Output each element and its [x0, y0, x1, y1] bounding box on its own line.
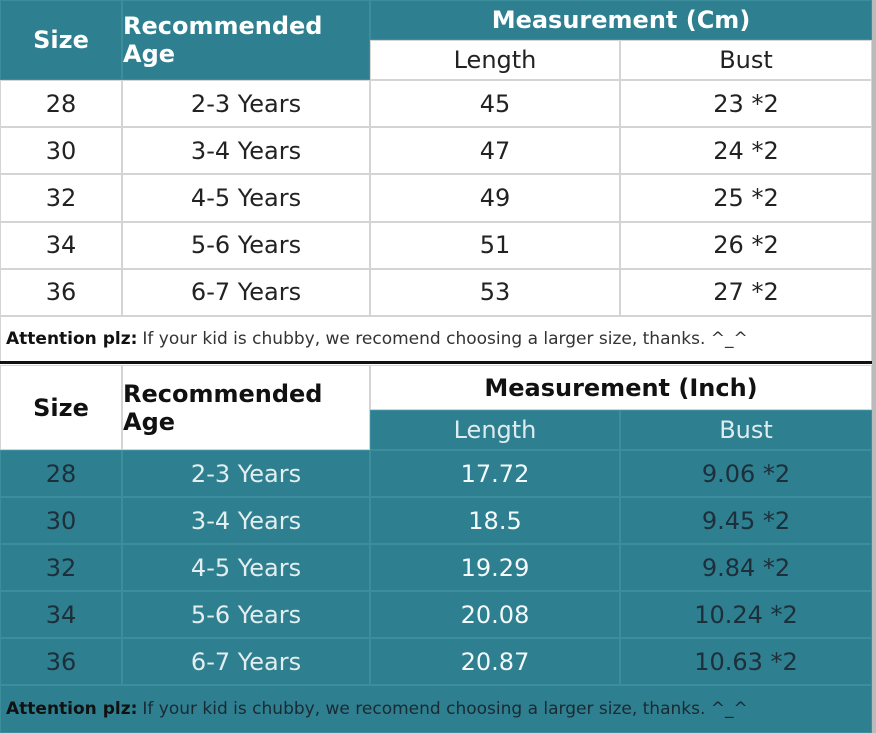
- table-cell: 36: [0, 638, 122, 685]
- table-cell: 5-6 Years: [122, 221, 370, 269]
- table-cell: 45: [370, 80, 620, 128]
- table-cell: 23 *2: [620, 80, 872, 128]
- table-cell: 6-7 Years: [122, 268, 370, 316]
- table-cell: 17.72: [370, 450, 620, 497]
- table-cell: 6-7 Years: [122, 638, 370, 685]
- table-cell: 10.63 *2: [620, 638, 872, 685]
- table-cell: 36: [0, 268, 122, 316]
- table-cell: 26 *2: [620, 221, 872, 269]
- table-cell: 30: [0, 497, 122, 544]
- size-header: Size: [0, 365, 122, 450]
- table-cell: 34: [0, 221, 122, 269]
- table-cell: 9.84 *2: [620, 544, 872, 591]
- table-cell: 3-4 Years: [122, 127, 370, 175]
- table-cell: 20.08: [370, 591, 620, 638]
- attention-note: Attention plz: If your kid is chubby, we …: [0, 316, 872, 362]
- table-cell: 34: [0, 591, 122, 638]
- table-cell: 9.45 *2: [620, 497, 872, 544]
- table-cell: 51: [370, 221, 620, 269]
- length-header: Length: [370, 410, 620, 450]
- table-cell: 2-3 Years: [122, 80, 370, 128]
- table-cell: 4-5 Years: [122, 544, 370, 591]
- bust-header: Bust: [620, 410, 872, 450]
- note-label: Attention plz:: [6, 699, 138, 719]
- age-header: Recommended Age: [122, 365, 370, 450]
- table-cell: 47: [370, 127, 620, 175]
- length-header: Length: [370, 40, 620, 80]
- table-cell: 3-4 Years: [122, 497, 370, 544]
- table-cell: 32: [0, 174, 122, 222]
- table-cell: 30: [0, 127, 122, 175]
- table-cell: 20.87: [370, 638, 620, 685]
- table-cell: 18.5: [370, 497, 620, 544]
- table-cell: 25 *2: [620, 174, 872, 222]
- table-cell: 32: [0, 544, 122, 591]
- table-cell: 49: [370, 174, 620, 222]
- table-cell: 2-3 Years: [122, 450, 370, 497]
- note-text: If your kid is chubby, we recomend choos…: [142, 699, 748, 719]
- table-cell: 53: [370, 268, 620, 316]
- right-edge: [872, 0, 876, 733]
- table-cell: 9.06 *2: [620, 450, 872, 497]
- measurement-header: Measurement (Inch): [370, 365, 872, 410]
- measurement-header: Measurement (Cm): [370, 0, 872, 40]
- note-text: If your kid is chubby, we recomend choos…: [142, 329, 748, 349]
- table-cell: 28: [0, 80, 122, 128]
- note-label: Attention plz:: [6, 329, 138, 349]
- table-cell: 10.24 *2: [620, 591, 872, 638]
- table-cell: 28: [0, 450, 122, 497]
- table-cell: 4-5 Years: [122, 174, 370, 222]
- bust-header: Bust: [620, 40, 872, 80]
- table-cell: 19.29: [370, 544, 620, 591]
- table-cell: 27 *2: [620, 268, 872, 316]
- age-header: Recommended Age: [122, 0, 370, 80]
- size-header: Size: [0, 0, 122, 80]
- table-cell: 24 *2: [620, 127, 872, 175]
- attention-note: Attention plz: If your kid is chubby, we …: [0, 685, 872, 733]
- table-cell: 5-6 Years: [122, 591, 370, 638]
- separator: [0, 361, 876, 364]
